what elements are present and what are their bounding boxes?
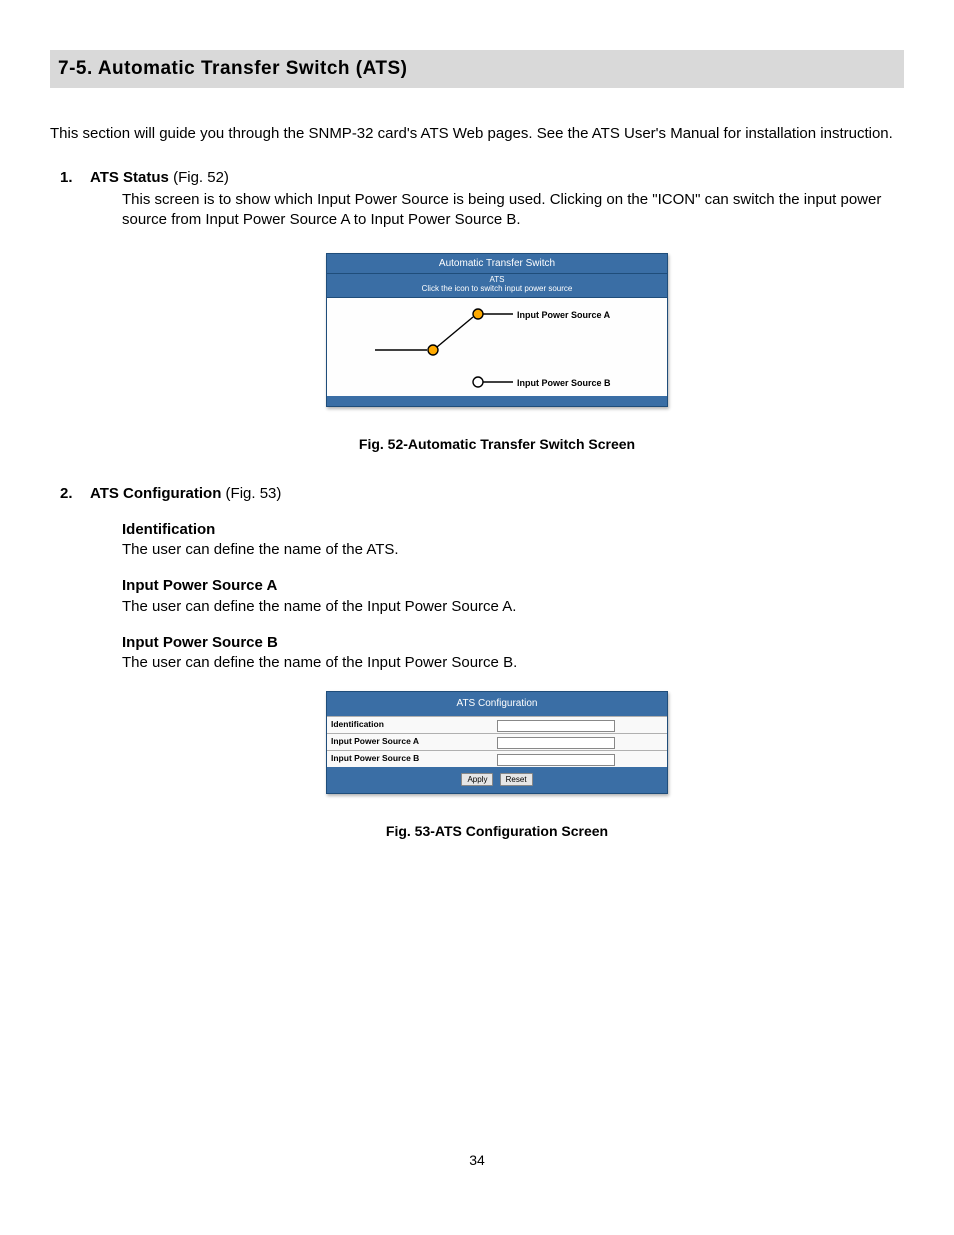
source-a-label: Input Power Source A <box>517 309 610 321</box>
section-header: 7-5. Automatic Transfer Switch (ATS) <box>50 50 904 88</box>
sub-title: Input Power Source B <box>122 633 904 653</box>
source-b-label: Input Power Source B <box>517 377 611 389</box>
section-title: Automatic Transfer Switch (ATS) <box>98 58 408 79</box>
sub-title: Identification <box>122 520 904 540</box>
ats-sub-line2: Click the icon to switch input power sou… <box>327 285 667 294</box>
config-sub-source-a: Input Power Source A The user can define… <box>122 576 904 617</box>
cfg-row-source-a: Input Power Source A <box>327 733 667 750</box>
identification-input[interactable] <box>497 720 615 732</box>
sub-text: The user can define the name of the ATS. <box>122 540 904 560</box>
ats-panel-subheader: ATS Click the icon to switch input power… <box>327 274 667 298</box>
list-item-ats-status: 1. ATS Status (Fig. 52) This screen is t… <box>90 168 904 454</box>
config-sub-source-b: Input Power Source B The user can define… <box>122 633 904 674</box>
cfg-row-label: Identification <box>327 719 497 730</box>
cfg-panel-title: ATS Configuration <box>327 692 667 716</box>
cfg-row-label: Input Power Source B <box>327 753 497 764</box>
section-number: 7-5. <box>58 58 93 79</box>
intro-text: This section will guide you through the … <box>50 124 904 144</box>
cfg-row-source-b: Input Power Source B <box>327 750 667 767</box>
list-item-ats-config: 2. ATS Configuration (Fig. 53) Identific… <box>90 484 904 841</box>
item-number: 1. <box>60 168 73 188</box>
switch-junction-icon[interactable] <box>428 345 438 355</box>
item-ref: (Fig. 52) <box>173 169 229 186</box>
cfg-footer: Apply Reset <box>327 767 667 793</box>
source-a-node-icon[interactable] <box>473 309 483 319</box>
sub-text: The user can define the name of the Inpu… <box>122 653 904 673</box>
item-body-text: This screen is to show which Input Power… <box>122 190 904 231</box>
apply-button[interactable]: Apply <box>461 773 493 786</box>
page-number: 34 <box>50 1151 904 1170</box>
figure-52-caption: Fig. 52-Automatic Transfer Switch Screen <box>90 435 904 454</box>
source-b-input[interactable] <box>497 754 615 766</box>
item-title: ATS Status <box>90 169 169 186</box>
ats-panel-footer <box>327 396 667 406</box>
source-a-input[interactable] <box>497 737 615 749</box>
cfg-row-label: Input Power Source A <box>327 736 497 747</box>
reset-button[interactable]: Reset <box>500 773 533 786</box>
ats-panel-title: Automatic Transfer Switch <box>327 254 667 275</box>
source-b-node-icon[interactable] <box>473 377 483 387</box>
config-sub-identification: Identification The user can define the n… <box>122 520 904 561</box>
ats-switch-diagram <box>327 298 669 396</box>
ats-panel: Automatic Transfer Switch ATS Click the … <box>326 253 668 407</box>
sub-text: The user can define the name of the Inpu… <box>122 597 904 617</box>
item-ref: (Fig. 53) <box>226 485 282 502</box>
cfg-row-identification: Identification <box>327 716 667 733</box>
ats-config-panel: ATS Configuration Identification Input P… <box>326 691 668 794</box>
figure-52-wrap: Automatic Transfer Switch ATS Click the … <box>90 253 904 407</box>
ats-diagram-body: Input Power Source A Input Power Source … <box>327 298 667 396</box>
figure-53-caption: Fig. 53-ATS Configuration Screen <box>90 822 904 841</box>
sub-title: Input Power Source A <box>122 576 904 596</box>
item-number: 2. <box>60 484 73 504</box>
item-title: ATS Configuration <box>90 485 221 502</box>
